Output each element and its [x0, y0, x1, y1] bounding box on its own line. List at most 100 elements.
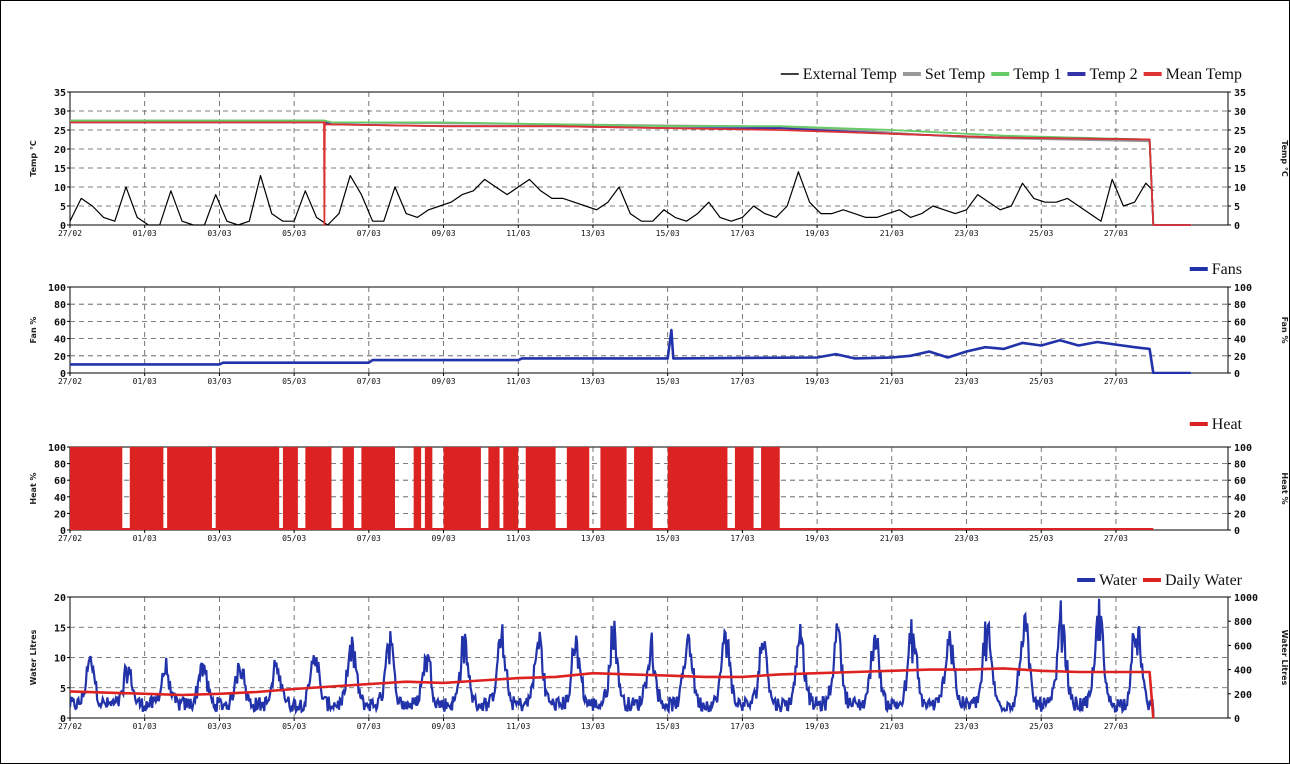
series-fans-point	[1115, 343, 1117, 346]
x-tick-label: 11/03	[506, 229, 530, 238]
series-heat-bar	[413, 447, 422, 530]
series-fans-line	[70, 328, 1191, 374]
series-daily-water-point	[816, 672, 818, 675]
series-temp-1-point	[666, 125, 669, 127]
y-tick-label: 40	[54, 335, 66, 346]
series-daily-water-point	[1077, 671, 1080, 673]
x-tick-label: 03/03	[207, 534, 231, 543]
x-tick-label: 17/03	[730, 722, 754, 731]
series-daily-water-point	[778, 673, 781, 676]
y2-tick-label: 60	[1234, 476, 1246, 487]
y-tick-label: 5	[60, 684, 66, 695]
x-tick-label: 21/03	[880, 722, 904, 731]
panel-temperature: 0 5 10 15 20 25 30 35 0 5 10 15 20 25 30 35 Temp °C Temp …	[29, 66, 1289, 238]
series-mean-temp-point	[1189, 224, 1192, 226]
series-daily-water-point	[928, 668, 930, 671]
series-temp-1-line	[70, 119, 1191, 226]
series-daily-water-point	[741, 676, 744, 678]
y2-tick-label: 80	[1234, 300, 1246, 311]
series-heat-bar	[443, 447, 481, 530]
series-mean-temp-line	[70, 121, 1191, 226]
y-axis-label: Heat %	[29, 472, 38, 504]
x-tick-label: 01/03	[133, 229, 157, 238]
plot-area-border	[69, 91, 1229, 226]
series-fans-point	[1021, 342, 1024, 344]
series-temp-1-point	[442, 121, 445, 124]
legend-mean-temp-label: Mean Temp	[1166, 66, 1242, 83]
x-tick-label: 19/03	[805, 534, 829, 543]
y-tick-label: 20	[54, 352, 66, 363]
series-temp-1-point	[891, 129, 893, 131]
y-tick-label: 15	[54, 623, 66, 634]
y2-tick-label: 0	[1234, 221, 1240, 232]
x-tick-label: 27/02	[58, 722, 82, 731]
series-fans-point	[947, 356, 949, 359]
series-mean-temp-point	[1148, 138, 1151, 141]
x-tick-label: 21/03	[880, 229, 904, 238]
y2-axis-label: Temp °C	[1280, 140, 1289, 177]
x-tick-label: 09/03	[432, 534, 456, 543]
y2-tick-label: 15	[1234, 164, 1246, 175]
x-tick-label: 11/03	[506, 377, 530, 386]
series-fans-point	[928, 350, 930, 353]
series-mean-temp-point	[442, 125, 445, 127]
series-temp-2-point	[778, 127, 781, 129]
series-fans-point	[666, 357, 669, 360]
series-fans-point	[1148, 348, 1151, 350]
y-tick-label: 30	[54, 107, 66, 118]
x-tick-label: 27/02	[58, 534, 82, 543]
y-tick-label: 25	[54, 126, 66, 137]
y2-tick-label: 20	[1234, 509, 1246, 520]
series-daily-water-point	[1003, 667, 1005, 670]
x-tick-label: 09/03	[432, 377, 456, 386]
series-fans-point	[1096, 341, 1099, 343]
series-daily-water-point	[293, 688, 295, 690]
x-tick-label: 05/03	[282, 534, 306, 543]
series-temp-1-point	[778, 125, 781, 127]
x-tick-label: 23/03	[954, 534, 978, 543]
series-fans-point	[670, 329, 673, 331]
series-heat-bar	[600, 447, 627, 530]
x-tick-label: 13/03	[581, 722, 605, 731]
y-tick-label: 10	[54, 183, 66, 194]
y2-tick-label: 20	[1234, 352, 1246, 363]
series-daily-water-point	[891, 670, 893, 672]
series-daily-water-point	[330, 685, 333, 688]
series-mean-temp-point	[70, 121, 71, 124]
x-tick-label: 15/03	[656, 229, 680, 238]
legend-external-temp-label: External Temp	[803, 66, 897, 83]
series-daily-water-point	[405, 680, 407, 683]
y2-tick-label: 60	[1234, 317, 1246, 328]
x-tick-label: 19/03	[805, 722, 829, 731]
x-tick-label: 15/03	[656, 534, 680, 543]
x-tick-label: 11/03	[506, 534, 530, 543]
series-temp-1-point	[330, 121, 333, 124]
y-axis-label: Temp °C	[29, 140, 38, 177]
series-heat-bar	[503, 447, 519, 530]
plot-marks	[70, 119, 1192, 226]
x-tick-label: 13/03	[581, 229, 605, 238]
y-tick-label: 80	[54, 300, 66, 311]
series-daily-water-point	[368, 683, 370, 685]
series-daily-water-point	[592, 672, 594, 675]
legend-heat-label: Heat	[1212, 416, 1243, 433]
y-axis-label: Water Litres	[29, 629, 38, 685]
series-daily-water-point	[70, 690, 71, 693]
series-heat-bar	[734, 447, 754, 530]
y2-axis-label: Fan %	[1280, 317, 1289, 344]
series-mean-temp-point	[1152, 224, 1155, 226]
y2-tick-label: 1000	[1234, 593, 1258, 604]
x-tick-label: 21/03	[880, 534, 904, 543]
x-tick-label: 09/03	[432, 722, 456, 731]
x-tick-label: 15/03	[656, 722, 680, 731]
x-tick-label: 09/03	[432, 229, 456, 238]
y2-axis-label: Heat %	[1280, 472, 1289, 504]
series-fans-point	[222, 361, 224, 364]
plot-marks	[70, 447, 1154, 530]
series-mean-temp-point	[666, 127, 669, 129]
series-heat-bar	[361, 447, 395, 530]
series-daily-water-point	[1115, 671, 1117, 673]
x-tick-label: 27/03	[1104, 534, 1128, 543]
y-tick-label: 40	[54, 493, 66, 504]
